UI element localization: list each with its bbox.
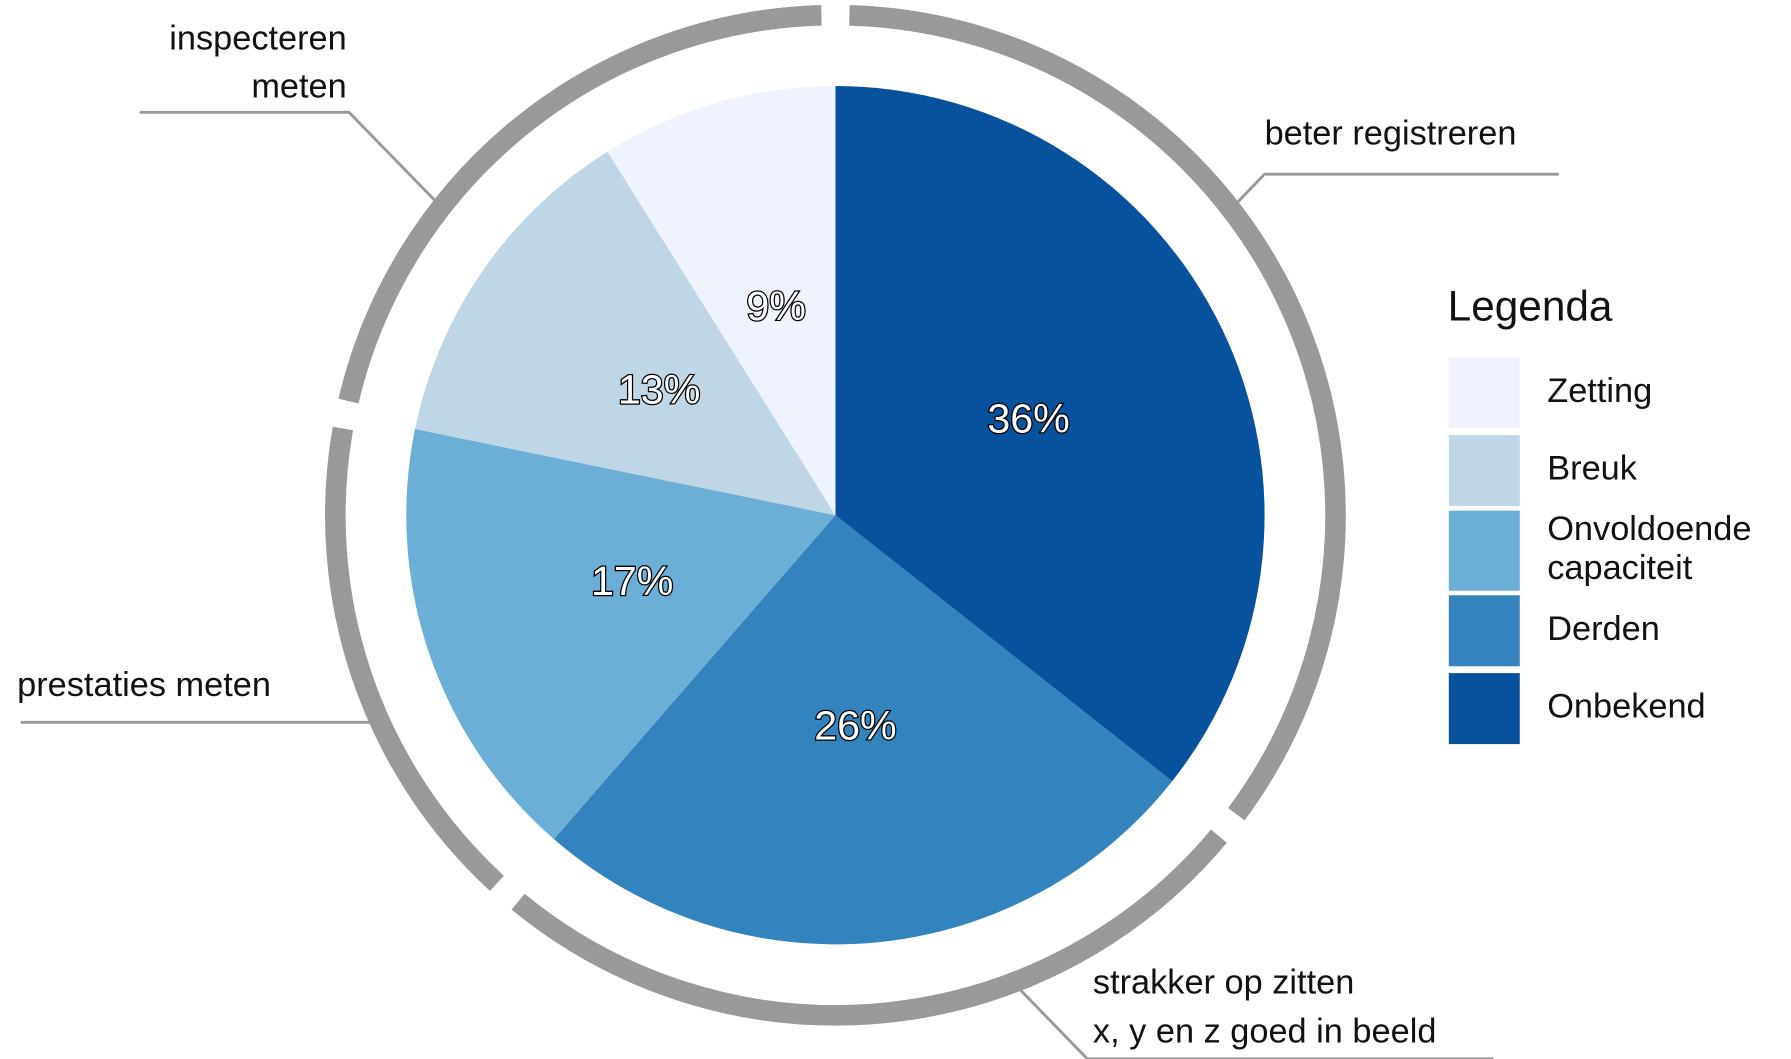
pie-slice xyxy=(406,429,836,840)
annotation-label: beter registreren xyxy=(1265,114,1517,152)
legend-label: Onbekend xyxy=(1547,688,1705,726)
annotation-label: meten xyxy=(251,67,346,105)
slice-label: 17% xyxy=(591,558,673,604)
annotation-label: strakker op zitten xyxy=(1093,963,1354,1001)
annotation-label: inspecteren xyxy=(169,19,346,57)
legend-label: Onvoldoende capaciteit xyxy=(1547,510,1751,587)
annotation-arc xyxy=(849,4,1346,821)
pie-slice xyxy=(607,86,836,516)
slice-label: 13% xyxy=(618,367,700,413)
annotation-label: x, y en z goed in beeld xyxy=(1093,1013,1437,1051)
annotation-arc xyxy=(325,426,504,891)
slice-label: 36% xyxy=(987,396,1069,442)
legend-label: Derden xyxy=(1547,610,1660,648)
pie-slice xyxy=(553,515,1173,945)
legend-title: Legenda xyxy=(1448,282,1613,329)
legend-swatch xyxy=(1448,435,1520,507)
legend-label: Breuk xyxy=(1547,450,1638,488)
slice-label: 9% xyxy=(746,283,806,329)
leader-line xyxy=(139,110,442,208)
legend-swatch xyxy=(1448,673,1520,745)
pie-slice xyxy=(835,86,1265,782)
legend-label: Zetting xyxy=(1547,372,1652,410)
annotation-arc xyxy=(511,829,1227,1026)
annotation-label: prestaties meten xyxy=(17,666,271,704)
legend-swatch xyxy=(1448,595,1520,667)
legend-swatch xyxy=(1448,357,1520,429)
legend-swatch xyxy=(1448,510,1520,591)
leader-line xyxy=(1232,172,1559,208)
annotation-arc xyxy=(338,4,822,404)
pie-slice xyxy=(415,151,836,516)
slice-label: 26% xyxy=(814,703,896,749)
